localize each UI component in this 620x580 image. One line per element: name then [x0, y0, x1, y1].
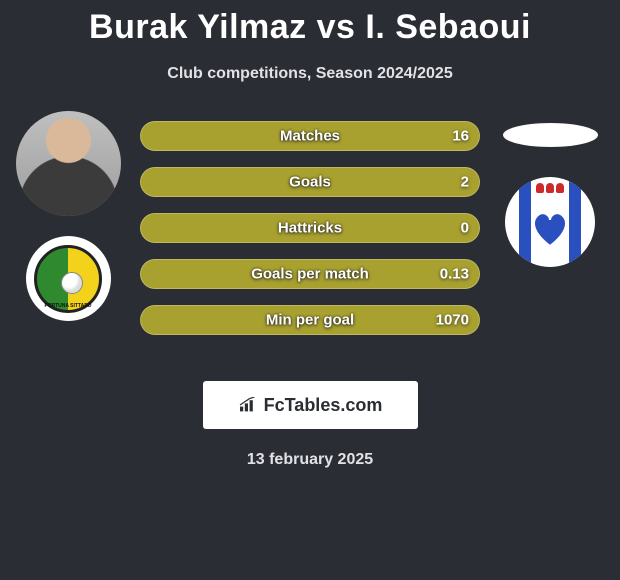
stat-bar: Min per goal 1070 — [140, 305, 480, 335]
player1-club-badge: FORTUNA SITTARD — [26, 236, 111, 321]
page-title: Burak Yilmaz vs I. Sebaoui — [0, 0, 620, 47]
comparison-area: FORTUNA SITTARD Matches 16 Goals 2 Hattricks… — [0, 111, 620, 371]
stat-bar: Hattricks 0 — [140, 213, 480, 243]
fortuna-sittard-icon: FORTUNA SITTARD — [34, 245, 102, 313]
player1-column: FORTUNA SITTARD — [8, 111, 128, 321]
stat-bar: Matches 16 — [140, 121, 480, 151]
chart-icon — [238, 397, 258, 413]
stat-label: Min per goal — [266, 312, 354, 329]
stat-right-value: 16 — [452, 128, 469, 145]
brand-label: FcTables.com — [264, 395, 383, 416]
club1-label: FORTUNA SITTARD — [45, 303, 92, 309]
player1-avatar — [16, 111, 121, 216]
stat-right-value: 2 — [461, 174, 469, 191]
stat-label: Goals — [289, 174, 331, 191]
stat-label: Hattricks — [278, 220, 342, 237]
stat-label: Matches — [280, 128, 340, 145]
stat-bars: Matches 16 Goals 2 Hattricks 0 Goals per match… — [140, 121, 480, 335]
stat-right-value: 0.13 — [440, 266, 469, 283]
brand-badge: FcTables.com — [203, 381, 418, 429]
player2-avatar-placeholder — [503, 123, 598, 147]
stat-bar: Goals 2 — [140, 167, 480, 197]
heerenveen-heart-icon — [528, 208, 572, 248]
stat-right-value: 1070 — [436, 312, 469, 329]
player2-column — [490, 111, 610, 267]
ball-icon — [61, 272, 83, 294]
subtitle: Club competitions, Season 2024/2025 — [0, 65, 620, 83]
date-label: 13 february 2025 — [0, 451, 620, 469]
avatar-placeholder-icon — [16, 111, 121, 216]
player2-club-badge — [505, 177, 595, 267]
stat-right-value: 0 — [461, 220, 469, 237]
heerenveen-pompe-icon — [536, 183, 564, 193]
stat-label: Goals per match — [251, 266, 369, 283]
stat-bar: Goals per match 0.13 — [140, 259, 480, 289]
